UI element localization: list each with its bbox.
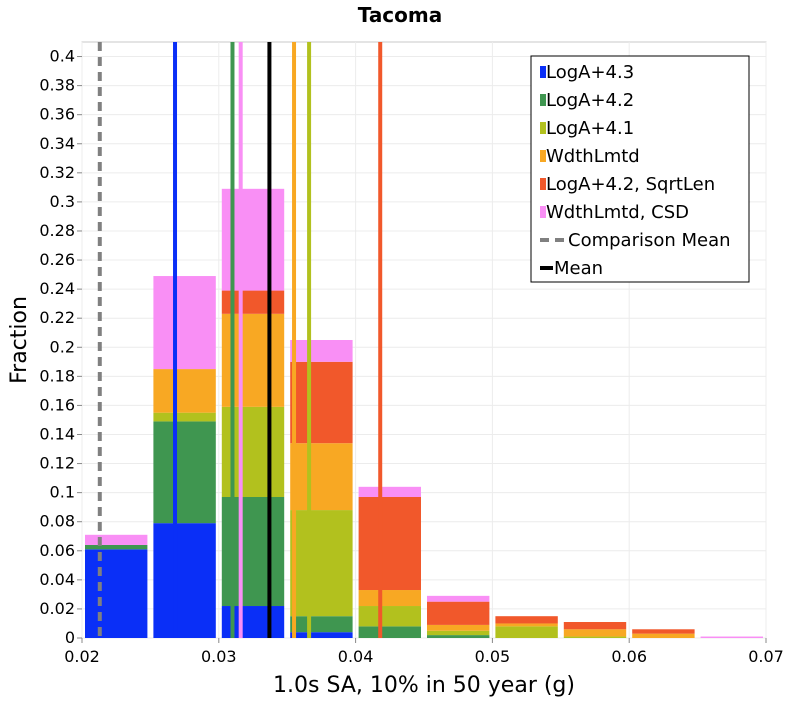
x-tick-label: 0.04 <box>338 647 374 666</box>
y-axis-ticks: 0 0.02 0.04 0.06 0.08 0.1 0.12 0.14 0.16 0.18 0.2 0… <box>39 47 82 647</box>
x-tick-label: 0.05 <box>475 647 511 666</box>
legend-label-3: LogA+4.1 <box>546 118 634 139</box>
bar-segment-6 <box>85 534 148 545</box>
bar-segment-5 <box>290 361 353 444</box>
legend-label-6: WdthLmtd, CSD <box>546 202 689 223</box>
legend-label-2: LogA+4.2 <box>546 90 634 111</box>
x-tick-label: 0.06 <box>611 647 647 666</box>
bar-segment-6 <box>358 486 421 497</box>
bar-segment-2 <box>85 544 148 550</box>
y-tick-label: 0.1 <box>50 483 75 502</box>
legend-label-4: WdthLmtd <box>546 146 640 167</box>
x-axis-title: 1.0s SA, 10% in 50 year (g) <box>273 673 575 698</box>
mean-lines <box>97 42 383 638</box>
legend-label-1: LogA+4.3 <box>546 62 634 83</box>
y-tick-label: 0.32 <box>39 163 75 182</box>
legend-swatch-4 <box>540 150 546 162</box>
y-tick-label: 0.26 <box>39 250 75 269</box>
bar-segment-5 <box>495 616 558 624</box>
y-tick-label: 0.08 <box>39 512 75 531</box>
bar-segment-4 <box>495 623 558 627</box>
legend-label-comparison-mean: Comparison Mean <box>568 230 731 251</box>
bar-segment-5 <box>427 601 490 625</box>
bar-segment-2 <box>290 616 353 633</box>
legend-swatch-1 <box>540 66 546 78</box>
y-tick-label: 0.18 <box>39 366 75 385</box>
bar-segment-4 <box>153 369 216 413</box>
bar-segment-5 <box>632 629 695 634</box>
legend-swatch-2 <box>540 94 546 106</box>
y-tick-label: 0.02 <box>39 599 75 618</box>
y-tick-label: 0.22 <box>39 308 75 327</box>
bar-segment-3 <box>427 630 490 636</box>
bar-segment-6 <box>290 340 353 362</box>
legend-swatch-3 <box>540 122 546 134</box>
bar-segment-2 <box>427 635 490 638</box>
bar-segment-6 <box>427 595 490 602</box>
bar-segment-4 <box>427 624 490 631</box>
bar-segment-4 <box>632 633 695 638</box>
chart-title: Tacoma <box>358 3 443 27</box>
bar-segment-6 <box>700 636 763 638</box>
bar-segment-3 <box>563 636 627 638</box>
y-tick-label: 0 <box>65 628 75 647</box>
legend-label-5: LogA+4.2, SqrtLen <box>546 174 715 195</box>
bar-segment-5 <box>563 622 627 630</box>
x-tick-label: 0.03 <box>201 647 237 666</box>
y-tick-label: 0.34 <box>39 134 75 153</box>
legend-swatch-5 <box>540 178 546 190</box>
y-tick-label: 0.36 <box>39 105 75 124</box>
bar-segment-4 <box>358 590 421 607</box>
bar-segment-3 <box>290 510 353 617</box>
legend-box <box>530 55 750 283</box>
y-axis-title: Fraction <box>7 296 32 384</box>
bar-segment-4 <box>563 629 627 637</box>
y-tick-label: 0.04 <box>39 570 75 589</box>
bar-segment-5 <box>358 496 421 591</box>
y-tick-label: 0.24 <box>39 279 75 298</box>
bar-segment-6 <box>153 276 216 370</box>
y-tick-label: 0.14 <box>39 424 75 443</box>
x-tick-label: 0.02 <box>64 647 100 666</box>
y-tick-label: 0.28 <box>39 221 75 240</box>
bar-segment-1 <box>85 549 148 638</box>
bar-segment-3 <box>495 626 558 638</box>
x-axis-ticks: 0.02 0.03 0.04 0.05 0.06 0.07 <box>64 638 784 666</box>
legend-label-mean: Mean <box>554 258 603 279</box>
bar-segment-4 <box>290 443 353 511</box>
bar-segment-2 <box>153 421 216 524</box>
bar-segment-3 <box>358 606 421 627</box>
y-tick-label: 0.16 <box>39 395 75 414</box>
y-tick-label: 0.12 <box>39 454 75 473</box>
legend-swatch-6 <box>540 206 546 218</box>
y-tick-label: 0.06 <box>39 541 75 560</box>
legend: LogA+4.3 LogA+4.2 LogA+4.1 WdthLmtd LogA+4.2… <box>530 55 750 283</box>
bar-segment-2 <box>358 626 421 638</box>
y-tick-label: 0.4 <box>50 47 75 66</box>
y-tick-label: 0.38 <box>39 76 75 95</box>
bar-segment-3 <box>153 412 216 422</box>
bar-segment-1 <box>153 523 216 638</box>
bar-segment-1 <box>290 632 353 638</box>
x-tick-label: 0.07 <box>748 647 784 666</box>
y-tick-label: 0.2 <box>50 337 75 356</box>
y-tick-label: 0.3 <box>50 192 75 211</box>
